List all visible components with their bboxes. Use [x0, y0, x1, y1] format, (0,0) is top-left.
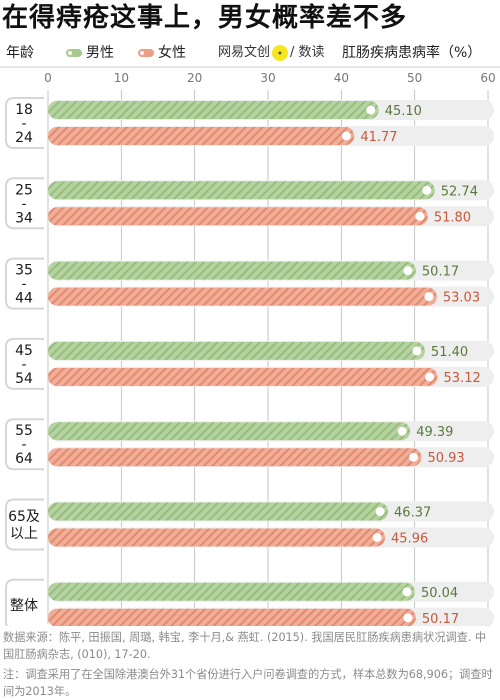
legend-female-swatch: [138, 49, 154, 57]
male-value-label: 50.17: [422, 265, 459, 280]
male-bar: [48, 181, 435, 200]
age-group-18-24: 18-24 45.10 41.77: [5, 97, 494, 149]
male-bar-dot: [397, 426, 407, 436]
brand-text: 网易文创: [218, 45, 271, 60]
category-label: 55: [15, 423, 33, 439]
female-bar-dot: [408, 452, 418, 462]
female-value-label: 41.77: [360, 130, 397, 145]
male-value-label: 52.74: [441, 184, 478, 199]
x-tick-label: 0: [44, 71, 52, 85]
male-bar: [48, 422, 411, 441]
category-label: 54: [15, 371, 33, 387]
male-bar-dot: [375, 507, 385, 516]
x-tick-label: 20: [187, 71, 202, 85]
female-value-label: 51.80: [434, 210, 471, 225]
male-bar-dot: [366, 105, 376, 115]
legend-female-label: 女性: [158, 45, 186, 61]
female-bar: [48, 608, 416, 626]
legend-male-swatch: [66, 49, 82, 57]
female-bar-dot: [425, 372, 435, 382]
category-label: -: [21, 437, 26, 453]
male-bar-dot: [403, 266, 413, 276]
category-label: 以上: [10, 526, 38, 542]
female-bar-dot: [403, 613, 413, 623]
female-value-label: 53.12: [444, 371, 481, 386]
category-label: 65及: [8, 509, 40, 525]
category-bracket: [5, 97, 44, 149]
female-value-label: 50.93: [427, 451, 464, 466]
male-bar: [48, 101, 379, 119]
x-tick-label: 60: [480, 71, 495, 85]
footer: 数据来源：陈平, 田振国, 周璐, 韩宝, 李十月,& 燕虹. (2015). …: [3, 629, 497, 700]
category-label: 45: [15, 343, 33, 359]
female-value-label: 53.03: [443, 291, 480, 306]
age-group-55-64: 55-64 49.39 50.93: [5, 418, 494, 471]
female-bar: [48, 367, 438, 386]
age-group-25-34: 25-34 52.74 51.80: [5, 177, 494, 230]
female-bar: [48, 127, 355, 145]
female-bar-dot: [424, 292, 434, 302]
category-label: 25: [15, 182, 33, 198]
bar-chart: 0 10 20 30 40 50 6018-2445.1041.7725-3452.7451…: [0, 66, 500, 626]
male-value-label: 50.04: [421, 586, 458, 601]
legend-female: 女性: [138, 40, 186, 66]
category-label: 64: [15, 451, 33, 467]
category-bracket: [5, 177, 44, 230]
age-group-45-54: 45-54 51.40 53.12: [5, 337, 494, 390]
brand-suffix: / 数读: [290, 45, 325, 60]
category-label: -: [21, 196, 26, 212]
header-row: 年龄 男性 女性 网易文创 ● / 数读 肛肠疾病患病率（%）: [0, 40, 500, 66]
male-bar-dot: [412, 346, 422, 356]
category-label: -: [21, 357, 26, 373]
category-label: -: [21, 277, 26, 293]
category-label: 34: [15, 210, 33, 226]
category-label: 44: [15, 291, 33, 307]
male-value-label: 45.10: [385, 104, 422, 119]
category-label: 24: [15, 130, 33, 146]
metric-label: 肛肠疾病患病率（%）: [342, 45, 482, 61]
male-bar: [48, 261, 416, 280]
male-bar: [48, 582, 415, 601]
chart-title: 在得痔疮这事上，男女概率差不多: [2, 3, 408, 33]
x-tick-label: 40: [334, 71, 349, 85]
category-bracket: [5, 418, 44, 471]
female-bar-dot: [341, 131, 351, 141]
female-bar: [48, 207, 428, 226]
category-label: 整体: [10, 598, 38, 614]
male-bar: [48, 502, 389, 521]
age-group-整体: 整体 50.04 50.17: [5, 578, 494, 626]
category-bracket: [5, 578, 44, 626]
category-bracket: [5, 257, 44, 310]
legend-male: 男性: [66, 40, 114, 66]
note-text: 注：调查采用了在全国除港澳台外31个省份进行入户问卷调查的方式，样本总数为68,…: [3, 668, 493, 698]
source-text: 数据来源：陈平, 田振国, 周璐, 韩宝, 李十月,& 燕虹. (2015). …: [3, 631, 487, 661]
age-group-35-44: 35-44 50.17 53.03: [5, 257, 494, 310]
female-bar: [48, 448, 422, 467]
age-axis-label: 年龄: [6, 45, 34, 61]
legend-male-label: 男性: [86, 45, 114, 61]
lemon-logo-icon: ●: [272, 44, 289, 61]
female-bar: [48, 287, 437, 306]
category-label: -: [21, 116, 26, 132]
brand: 网易文创 ● / 数读: [218, 40, 325, 66]
category-bracket: [5, 498, 44, 551]
category-label: 35: [15, 263, 33, 279]
category-label: 18: [15, 102, 33, 118]
male-value-label: 51.40: [431, 345, 468, 360]
x-tick-label: 10: [114, 71, 129, 85]
female-bar: [48, 528, 386, 547]
male-value-label: 49.39: [416, 425, 453, 440]
male-value-label: 46.37: [394, 506, 431, 521]
female-bar-dot: [415, 211, 425, 221]
female-bar-dot: [372, 533, 382, 542]
category-bracket: [5, 337, 44, 390]
x-tick-label: 30: [260, 71, 275, 85]
male-bar: [48, 341, 425, 360]
male-bar-dot: [422, 185, 432, 195]
male-bar-dot: [402, 587, 412, 597]
x-tick-label: 50: [407, 71, 422, 85]
female-value-label: 50.17: [422, 612, 459, 626]
female-value-label: 45.96: [391, 532, 428, 547]
